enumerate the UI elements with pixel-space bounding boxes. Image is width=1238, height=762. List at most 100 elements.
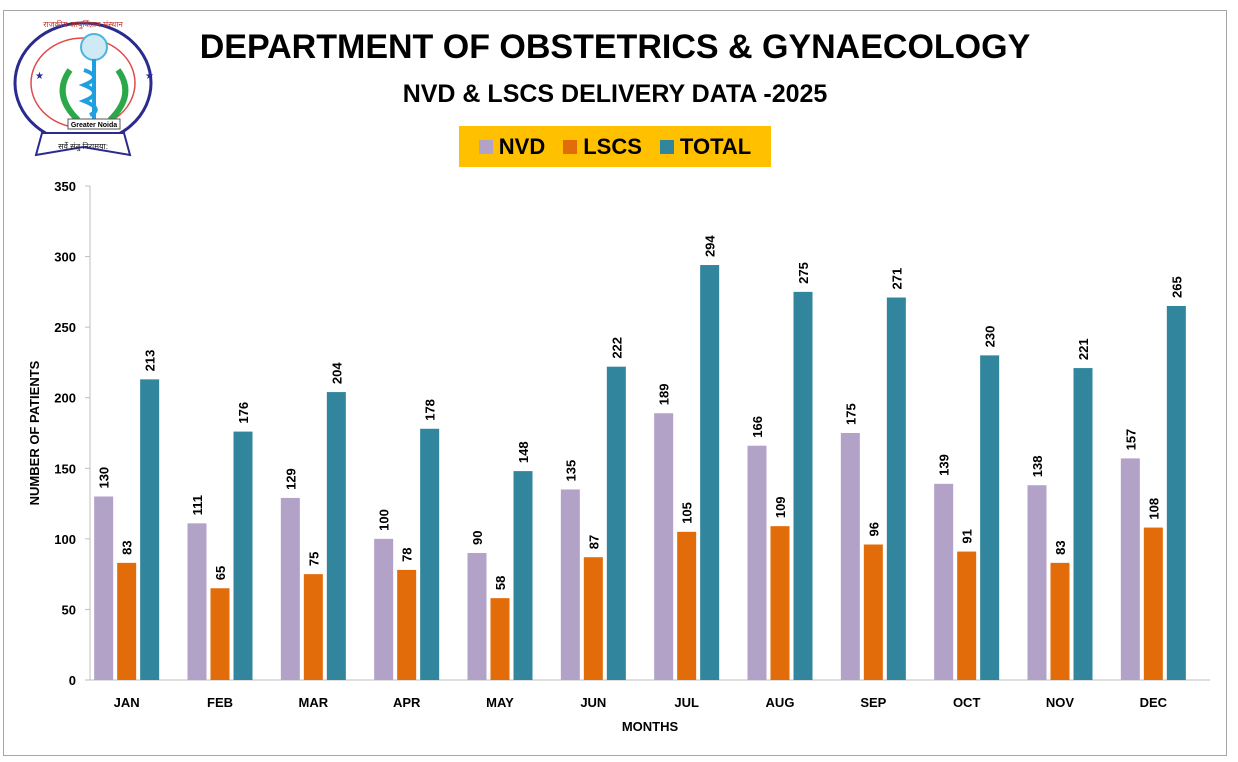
- bar-total-sep: [886, 297, 906, 680]
- data-label: 105: [680, 502, 695, 524]
- data-label: 83: [1053, 540, 1068, 554]
- page-title: DEPARTMENT OF OBSTETRICS & GYNAECOLOGY: [199, 28, 1031, 66]
- legend-item-nvd: NVD: [478, 133, 546, 160]
- data-label: 130: [97, 467, 112, 489]
- data-label: 65: [213, 566, 228, 580]
- institute-logo: ★ ★ Greater Noida सर्वे संतु निरामया: रा…: [13, 19, 154, 157]
- bar-nvd-jun: [560, 489, 580, 680]
- x-axis-title: MONTHS: [622, 719, 679, 734]
- bar-total-jan: [140, 379, 160, 680]
- y-tick-label: 100: [54, 532, 76, 547]
- data-label: 90: [470, 531, 485, 545]
- data-label: 109: [773, 496, 788, 518]
- svg-text:★: ★: [35, 71, 44, 82]
- x-tick-label: AUG: [766, 695, 795, 710]
- data-label: 91: [960, 529, 975, 543]
- x-tick-label: MAR: [299, 695, 329, 710]
- data-label: 294: [703, 235, 718, 257]
- bar-nvd-feb: [187, 523, 207, 680]
- bar-lscs-oct: [957, 551, 977, 680]
- y-tick-label: 250: [54, 320, 76, 335]
- logo-motto-text: सर्वे संतु निरामया:: [58, 141, 108, 152]
- bar-total-dec: [1166, 305, 1186, 680]
- page-subtitle: NVD & LSCS DELIVERY DATA -2025: [402, 80, 828, 108]
- bar-lscs-jun: [583, 557, 603, 680]
- data-label: 175: [843, 403, 858, 425]
- bar-lscs-sep: [863, 544, 883, 680]
- legend-label: NVD: [498, 133, 546, 159]
- data-label: 139: [937, 454, 952, 476]
- bar-nvd-nov: [1027, 485, 1047, 680]
- data-label: 176: [236, 402, 251, 424]
- data-label: 138: [1030, 456, 1045, 478]
- x-tick-label: JAN: [114, 695, 140, 710]
- bar-nvd-jan: [94, 496, 114, 680]
- logo-top-text: राजकीय आयुर्विज्ञान संस्थान: [43, 19, 123, 30]
- x-tick-label: NOV: [1046, 695, 1075, 710]
- legend-label: LSCS: [583, 133, 642, 159]
- bar-lscs-jul: [677, 531, 697, 680]
- legend-swatch-lscs: [563, 139, 578, 154]
- data-label: 148: [516, 441, 531, 463]
- bar-lscs-feb: [210, 588, 230, 680]
- data-label: 100: [377, 509, 392, 531]
- bar-total-jun: [606, 366, 626, 680]
- bar-lscs-aug: [770, 526, 790, 680]
- bar-nvd-aug: [747, 445, 767, 680]
- bar-total-nov: [1073, 368, 1093, 680]
- y-tick-label: 300: [54, 250, 76, 265]
- bar-total-may: [513, 471, 533, 680]
- data-label: 271: [889, 268, 904, 290]
- x-tick-label: DEC: [1140, 695, 1168, 710]
- legend-item-lscs: LSCS: [563, 134, 642, 160]
- data-label: 230: [983, 326, 998, 348]
- logo-place-text: Greater Noida: [71, 122, 117, 129]
- data-label: 83: [120, 540, 135, 554]
- data-label: 135: [563, 460, 578, 482]
- data-label: 75: [306, 552, 321, 566]
- data-label: 204: [329, 362, 344, 384]
- x-tick-label: JUL: [674, 695, 699, 710]
- data-label: 108: [1146, 498, 1161, 520]
- svg-text:★: ★: [145, 71, 154, 82]
- data-label: 87: [586, 535, 601, 549]
- y-tick-label: 50: [62, 602, 76, 617]
- bar-total-jul: [700, 265, 720, 680]
- legend-swatch-nvd: [478, 139, 493, 154]
- data-label: 275: [796, 262, 811, 284]
- y-tick-label: 150: [54, 461, 76, 476]
- bar-nvd-jul: [654, 413, 674, 680]
- legend-label: TOTAL: [679, 133, 752, 159]
- bar-lscs-mar: [303, 574, 323, 680]
- x-tick-label: APR: [393, 695, 421, 710]
- data-label: 157: [1123, 429, 1138, 451]
- y-tick-label: 350: [54, 179, 76, 194]
- bar-total-feb: [233, 431, 253, 680]
- chart-legend: NVD LSCS TOTAL: [459, 126, 771, 167]
- data-label: 221: [1076, 338, 1091, 360]
- y-tick-label: 0: [69, 673, 76, 688]
- data-label: 222: [609, 337, 624, 359]
- bar-nvd-dec: [1120, 458, 1140, 680]
- bar-lscs-jan: [117, 562, 137, 680]
- x-tick-label: OCT: [953, 695, 981, 710]
- data-label: 213: [143, 350, 158, 372]
- data-label: 111: [190, 495, 205, 515]
- data-label: 58: [493, 576, 508, 590]
- data-label: 78: [400, 547, 415, 561]
- bar-lscs-apr: [397, 569, 417, 680]
- bar-nvd-may: [467, 552, 487, 680]
- bar-total-oct: [980, 355, 1000, 680]
- data-label: 129: [283, 468, 298, 490]
- data-label: 166: [750, 416, 765, 438]
- data-label: 178: [423, 399, 438, 421]
- x-tick-label: SEP: [860, 695, 886, 710]
- bar-lscs-may: [490, 598, 510, 680]
- bar-lscs-dec: [1143, 527, 1163, 680]
- y-axis-title: NUMBER OF PATIENTS: [27, 360, 42, 505]
- bar-total-mar: [326, 392, 346, 680]
- legend-swatch-total: [659, 139, 674, 154]
- x-tick-label: JUN: [580, 695, 606, 710]
- data-label: 96: [866, 522, 881, 536]
